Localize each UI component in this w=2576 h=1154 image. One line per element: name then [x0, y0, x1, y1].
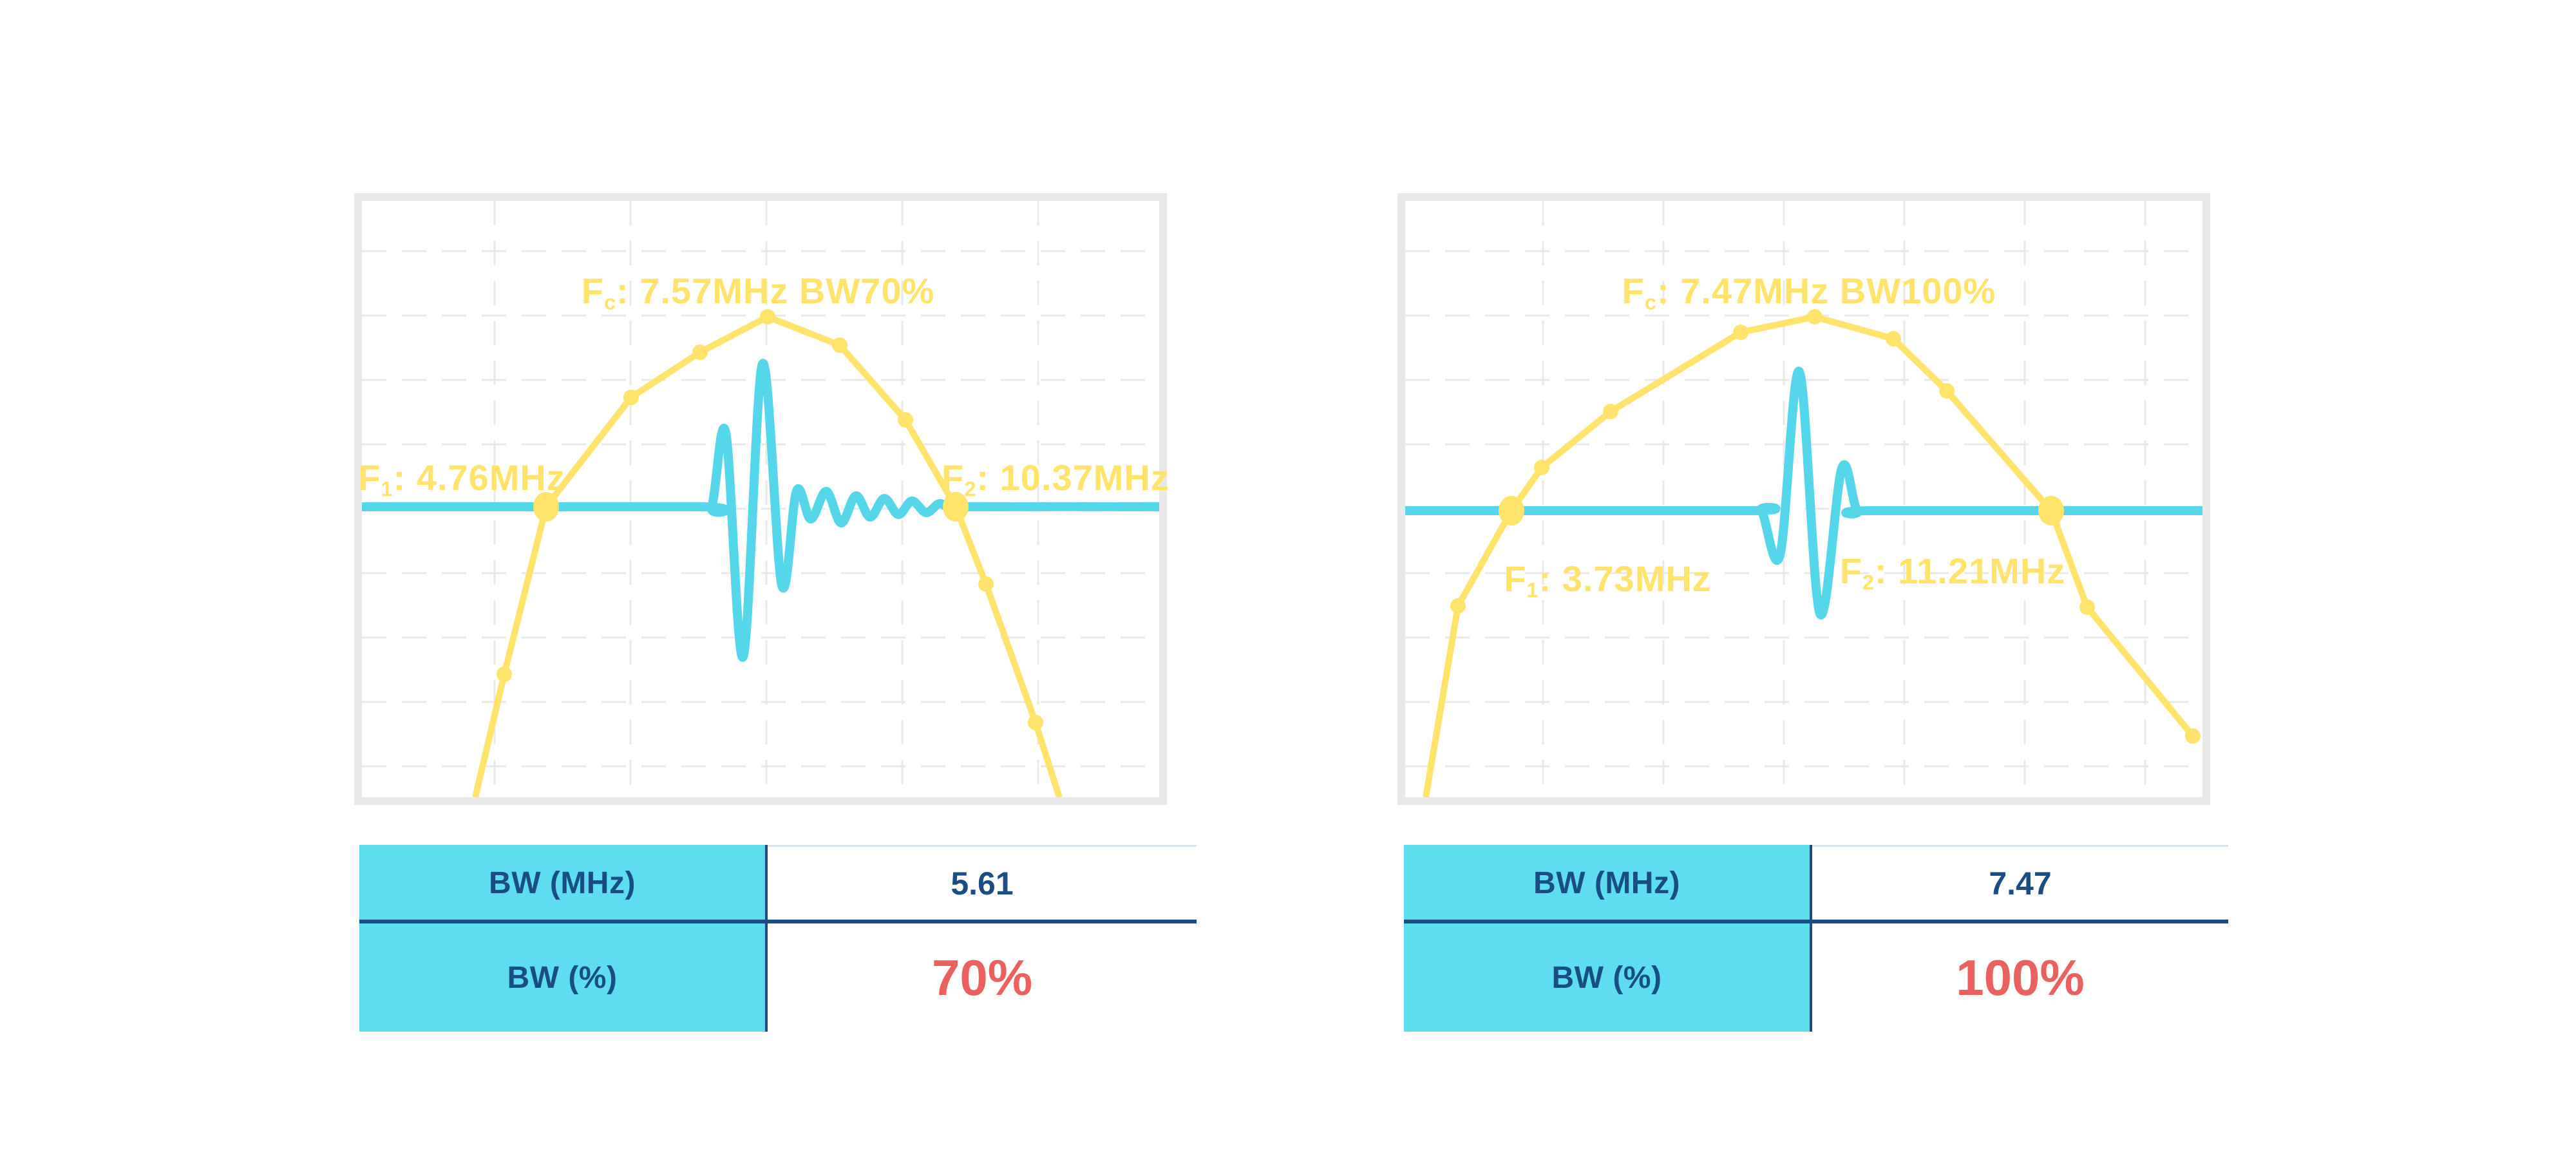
bw-mhz-label: BW (MHz) — [1533, 866, 1680, 900]
fc-text: : 7.47MHz BW100% — [1656, 270, 1996, 312]
f1-symbol: F — [358, 457, 381, 498]
f2-subscript: 2 — [964, 477, 977, 501]
spectrum-curve — [1423, 314, 2195, 797]
f2-text: : 11.21MHz — [1874, 551, 2066, 592]
f1-text: : 4.76MHz — [393, 457, 565, 498]
f1-annotation-left: F1: 4.76MHz — [358, 460, 565, 500]
bandwidth-crossing-marker — [533, 492, 559, 522]
bw-pct-label: BW (%) — [507, 960, 618, 995]
spectrum-plot-left — [362, 201, 1159, 797]
bandwidth-crossing-marker — [1499, 496, 1524, 525]
bw-pct-value: 100% — [1956, 949, 2085, 1006]
spectrum-point-marker — [1603, 404, 1618, 419]
bw-mhz-label: BW (MHz) — [489, 866, 636, 900]
spectrum-point-marker — [623, 390, 639, 405]
f2-annotation-right: F2: 11.21MHz — [1840, 553, 2066, 593]
spectrum-plot-right — [1405, 201, 2202, 797]
fc-annotation-right: Fc: 7.47MHz BW100% — [1622, 273, 1996, 313]
f2-symbol: F — [1839, 551, 1862, 592]
fc-text: : 7.57MHz BW70% — [616, 270, 935, 312]
f1-annotation-right: F1: 3.73MHz — [1504, 561, 1711, 601]
fc-annotation-left: Fc: 7.57MHz BW70% — [582, 273, 935, 313]
f1-subscript: 1 — [1526, 578, 1539, 602]
spectrum-point-marker — [1886, 331, 1901, 346]
spectrum-point-marker — [2185, 728, 2201, 744]
f1-text: : 3.73MHz — [1539, 558, 1711, 600]
spectrum-point-marker — [760, 309, 775, 325]
pulse-waveform — [1405, 366, 2202, 620]
chart-box-right: Fc: 7.47MHz BW100% F1: 3.73MHz F2: 11.21… — [1397, 193, 2210, 805]
spectrum-point-marker — [1534, 460, 1549, 475]
table-column-divider — [765, 845, 768, 1032]
bw-pct-label: BW (%) — [1551, 960, 1662, 995]
f2-symbol: F — [942, 457, 965, 498]
spectrum-point-marker — [898, 412, 913, 428]
spectrum-point-marker — [1939, 383, 1955, 399]
bw-mhz-value: 7.47 — [1989, 865, 2052, 902]
f2-text: : 10.37MHz — [976, 457, 1170, 498]
table-row-divider — [359, 920, 1197, 923]
spectrum-point-marker — [2079, 600, 2095, 615]
table-column-divider — [1810, 845, 1812, 1032]
fc-subscript: c — [603, 290, 617, 314]
bw-table-left: BW (MHz) 5.61 BW (%) 70% — [359, 845, 1197, 1032]
f1-symbol: F — [1504, 558, 1527, 600]
table-header-column — [1404, 845, 1810, 1032]
pulse-waveform — [362, 359, 1159, 662]
spectrum-point-marker — [1450, 598, 1466, 614]
bandwidth-crossing-marker — [943, 492, 969, 522]
chart-box-left: Fc: 7.57MHz BW70% F1: 4.76MHz F2: 10.37M… — [354, 193, 1170, 805]
f2-annotation-left: F2: 10.37MHz — [942, 460, 1170, 500]
spectrum-point-marker — [497, 667, 512, 682]
spectrum-point-marker — [1733, 325, 1748, 340]
bw-table-right: BW (MHz) 7.47 BW (%) 100% — [1404, 845, 2228, 1032]
f2-subscript: 2 — [1862, 571, 1875, 594]
table-row-divider — [1404, 920, 2228, 923]
fc-symbol: F — [1622, 270, 1645, 312]
bandwidth-crossing-marker — [2038, 496, 2064, 525]
spectrum-point-marker — [1807, 309, 1823, 325]
table-top-rule — [1404, 845, 2228, 847]
spectrum-point-marker — [1028, 715, 1043, 730]
bw-mhz-value: 5.61 — [951, 865, 1014, 902]
table-top-rule — [359, 845, 1197, 847]
fc-symbol: F — [581, 270, 604, 312]
spectrum-curve — [472, 314, 1063, 797]
table-header-column — [359, 845, 765, 1032]
spectrum-point-marker — [692, 345, 708, 360]
fc-subscript: c — [1644, 290, 1657, 314]
spectrum-point-marker — [832, 337, 848, 353]
spectrum-point-marker — [978, 576, 994, 592]
f1-subscript: 1 — [381, 477, 393, 501]
bw-pct-value: 70% — [931, 949, 1033, 1006]
